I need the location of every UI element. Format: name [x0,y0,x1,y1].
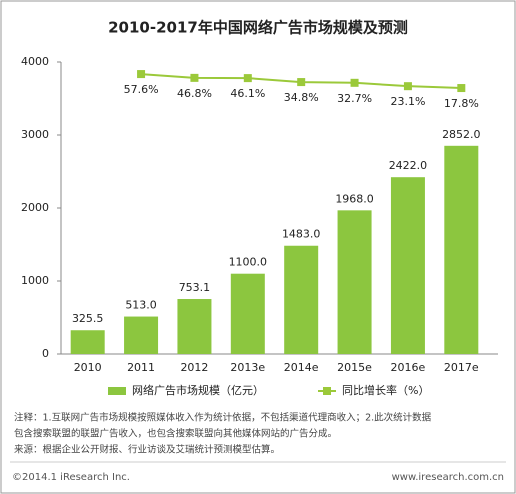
line-label: 23.1% [390,95,425,108]
note: 包含搜索联盟的联盟广告收入，也包含搜索联盟向其他媒体网站的广告分成。 [14,428,337,440]
y-tick-label: 0 [42,347,49,360]
line-marker [243,74,252,83]
x-tick-label: 2014e [284,361,319,374]
bar [70,330,105,354]
legend-label: 网络广告市场规模（亿元） [132,383,264,397]
chart-title: 2010-2017年中国网络广告市场规模及预测 [108,19,408,37]
bar [124,316,159,354]
line-label: 34.8% [284,91,319,104]
note: 注释：1.互联网广告市场规模按照媒体收入作为统计依据，不包括渠道代理商收入；2.… [14,412,432,424]
x-tick-label: 2011 [127,361,155,374]
y-tick-label: 4000 [21,55,49,68]
line-label: 17.8% [444,97,479,110]
line-label: 46.8% [177,87,212,100]
y-tick-label: 2000 [21,201,49,214]
bar [284,245,319,354]
line-marker [457,84,466,93]
bar [390,177,425,354]
bar-label: 1483.0 [282,228,321,241]
line-label: 57.6% [124,83,159,96]
x-tick-label: 2016e [391,361,426,374]
x-tick-label: 2012 [180,361,208,374]
bar [337,210,372,354]
bar-label: 753.1 [179,281,211,294]
x-tick-label: 2013e [230,361,265,374]
bar [230,273,265,354]
y-tick-label: 1000 [21,274,49,287]
line-label: 46.1% [230,87,265,100]
legend-swatch [108,387,126,395]
bar-label: 2852.0 [442,128,481,141]
bar [177,299,212,354]
y-tick-label: 3000 [21,128,49,141]
bar [444,145,479,354]
x-tick-label: 2017e [444,361,479,374]
legend-marker [323,387,331,395]
x-tick-label: 2010 [74,361,102,374]
bar-label: 1100.0 [229,256,268,269]
note: 来源：根据企业公开财报、行业访谈及艾瑞统计预测模型估算。 [14,444,280,456]
bar-label: 1968.0 [335,192,374,205]
line-marker [297,78,306,87]
line-marker [350,78,359,87]
line-marker [403,82,412,91]
website: www.iresearch.com.cn [392,472,504,483]
line-marker [190,73,199,82]
line-label: 32.7% [337,92,372,105]
copyright: ©2014.1 iResearch Inc. [12,472,130,483]
bar-label: 2422.0 [389,159,428,172]
bar-label: 513.0 [125,299,157,312]
bar-label: 325.5 [72,312,104,325]
legend-label: 同比增长率（%） [342,383,429,397]
line-marker [137,70,146,79]
x-tick-label: 2015e [337,361,372,374]
